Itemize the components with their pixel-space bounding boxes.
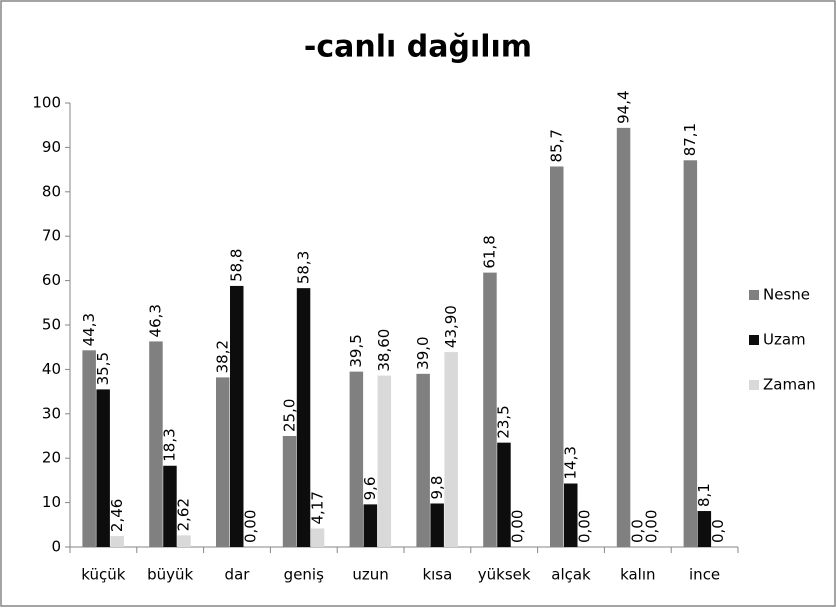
value-label: 85,7 — [548, 129, 566, 162]
value-label: 18,3 — [161, 428, 179, 461]
chart-title: -canlı dağılım — [304, 30, 532, 65]
value-label: 4,17 — [308, 491, 326, 524]
value-label: 14,3 — [562, 446, 580, 479]
bar — [697, 511, 712, 547]
y-tick-label: 30 — [42, 404, 61, 422]
bar — [96, 389, 110, 547]
value-label: 38,2 — [214, 340, 232, 373]
x-tick-label: yüksek — [478, 566, 531, 584]
value-label: 39,5 — [347, 334, 365, 367]
value-label: 44,3 — [80, 313, 98, 346]
legend-label: Uzam — [763, 331, 806, 349]
x-tick-label: dar — [225, 566, 251, 584]
bar — [310, 528, 325, 547]
x-tick-label: uzun — [352, 566, 388, 584]
value-label: 39,0 — [414, 336, 432, 369]
y-tick-label: 70 — [42, 227, 61, 245]
value-label: 9,6 — [361, 477, 379, 501]
y-tick-label: 40 — [42, 360, 61, 378]
value-label: 25,0 — [280, 399, 298, 432]
x-tick-label: büyük — [147, 566, 193, 584]
bar — [683, 160, 698, 547]
bar — [550, 166, 564, 547]
bar — [444, 352, 458, 547]
y-tick-label: 80 — [42, 182, 61, 200]
value-label: 9,8 — [428, 476, 446, 500]
value-label: 38,60 — [375, 329, 393, 372]
y-tick-label: 100 — [32, 94, 61, 112]
value-label: 58,8 — [228, 249, 246, 282]
bar — [230, 285, 244, 547]
bar — [564, 483, 578, 547]
value-label: 8,1 — [695, 483, 713, 507]
value-label: 46,3 — [147, 304, 165, 337]
bar — [82, 350, 96, 547]
bar — [349, 371, 364, 547]
value-label: 0,00 — [242, 510, 260, 543]
value-label: 23,5 — [495, 405, 513, 438]
value-label: 58,3 — [294, 251, 312, 284]
x-tick-label: ince — [689, 566, 720, 584]
y-tick-label: 20 — [42, 449, 61, 467]
value-label: 43,90 — [442, 305, 460, 348]
x-tick-label: alçak — [551, 566, 591, 584]
y-tick-label: 60 — [42, 271, 61, 289]
y-tick-label: 90 — [42, 138, 61, 156]
bar — [110, 536, 124, 547]
value-label: 87,1 — [681, 123, 699, 156]
bar — [416, 373, 430, 547]
bar — [296, 288, 311, 547]
bar — [216, 377, 230, 547]
bar — [483, 272, 497, 547]
value-label: 0,00 — [509, 510, 527, 543]
bar — [497, 442, 511, 547]
x-tick-label: kalın — [620, 566, 655, 584]
bar — [282, 436, 297, 547]
legend-swatch — [749, 290, 759, 300]
value-label: 0,0 — [628, 519, 646, 543]
y-tick-label: 50 — [42, 316, 61, 334]
legend-swatch — [749, 380, 759, 390]
bar — [163, 465, 177, 547]
bar — [177, 535, 191, 547]
value-label: 61,8 — [481, 235, 499, 268]
value-label: 0,0 — [709, 519, 727, 543]
bar — [149, 341, 163, 547]
legend-swatch — [749, 335, 759, 345]
bar — [616, 127, 631, 547]
x-tick-label: küçük — [81, 566, 125, 584]
value-label: 0,00 — [642, 510, 660, 543]
value-label: 94,4 — [614, 90, 632, 123]
legend-label: Zaman — [763, 376, 816, 394]
bar — [363, 504, 378, 547]
y-tick-label: 10 — [42, 493, 61, 511]
value-label: 35,5 — [94, 352, 112, 385]
y-tick-label: 0 — [51, 538, 61, 556]
legend-label: Nesne — [763, 286, 810, 304]
value-label: 0,00 — [576, 510, 594, 543]
x-tick-label: kısa — [422, 566, 452, 584]
bar — [377, 375, 392, 547]
x-tick-label: geniş — [284, 566, 324, 584]
bar — [430, 503, 444, 547]
value-label: 2,46 — [108, 499, 126, 532]
value-label: 2,62 — [175, 498, 193, 531]
